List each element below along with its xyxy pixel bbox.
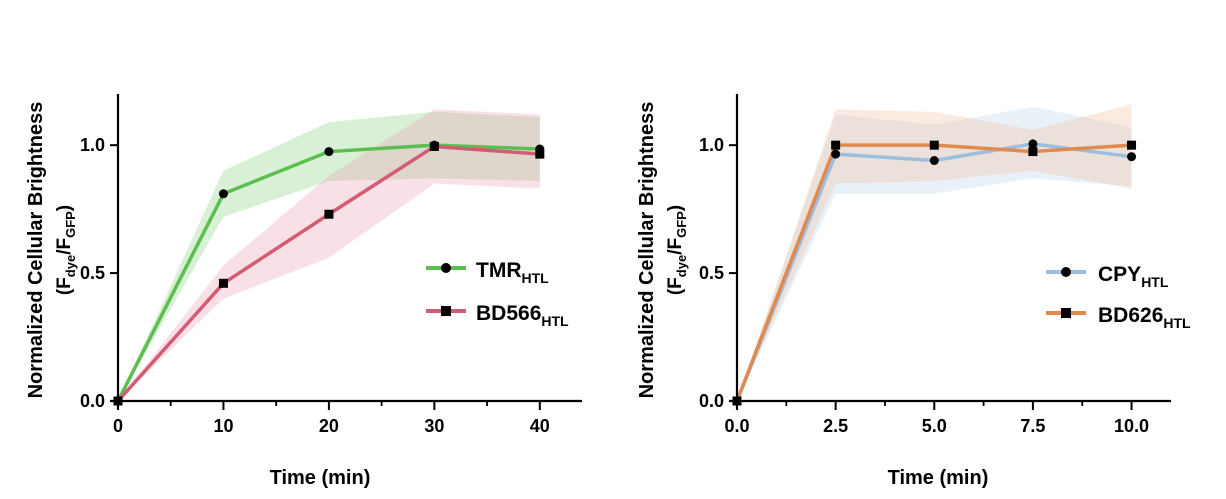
legend: TMRHTL BD566HTL [426, 259, 569, 329]
y-tick-label: 0.5 [80, 263, 105, 283]
data-point-series-1 [1127, 152, 1137, 162]
data-point-series-2 [429, 141, 439, 151]
legend-label: TMRHTL [476, 259, 549, 286]
data-point-series-2 [324, 209, 334, 219]
ratio-num-sub: dye [674, 255, 689, 277]
data-point-series-1 [1028, 139, 1038, 149]
confidence-band-series-1 [737, 106, 1132, 402]
x-tick-label: 20 [319, 416, 339, 436]
confidence-band-series-2 [118, 109, 540, 401]
chart-panel-left: 0.0 0.5 1.0 0 10 20 30 40 Time (min) Normalized… [25, 94, 582, 489]
legend-label-name: BD566 [476, 302, 541, 325]
legend-item-series-2: BD626HTL [1046, 304, 1191, 331]
x-tick-label: 7.5 [1020, 416, 1045, 436]
y-tick-label: 1.0 [80, 135, 105, 155]
ratio-slash: / [665, 249, 686, 255]
series-markers [113, 140, 545, 406]
x-axis-label: Time (min) [888, 467, 989, 489]
legend-label-sub: HTL [541, 313, 569, 329]
y-tick-label: 0.0 [80, 391, 105, 411]
data-point-series-2 [929, 140, 939, 150]
x-axis-label: Time (min) [270, 467, 371, 489]
x-tick-label: 30 [424, 416, 444, 436]
confidence-bands [118, 109, 540, 402]
legend-label-sub: HTL [1141, 274, 1169, 290]
legend-label: CPYHTL [1098, 263, 1169, 290]
legend-label-name: CPY [1098, 263, 1141, 286]
data-point-series-2 [218, 278, 228, 288]
x-tick-label: 40 [530, 416, 550, 436]
legend-item-series-2: BD566HTL [426, 302, 569, 329]
x-tick-label: 5.0 [922, 416, 947, 436]
legend-marker-square [441, 306, 451, 316]
data-point-series-1 [324, 147, 334, 157]
legend-marker-square [1061, 308, 1071, 318]
data-point-series-1 [218, 189, 228, 199]
chart-panel-right: 0.0 0.5 1.0 0.0 2.5 5.0 7.5 10.0 Time (min) Nor… [636, 94, 1191, 489]
y-tick-label: 0.0 [699, 391, 724, 411]
legend-marker-circle [441, 263, 451, 273]
y-axis-sublabel: (Fdye/FGFP) [665, 205, 689, 295]
legend-label: BD626HTL [1098, 304, 1191, 331]
ratio-slash: / [54, 249, 75, 255]
data-point-series-2 [1028, 147, 1038, 157]
x-tick-label: 2.5 [823, 416, 848, 436]
data-point-series-2 [535, 149, 545, 159]
axes: 0.0 0.5 1.0 0.0 2.5 5.0 7.5 10.0 [699, 94, 1171, 436]
ratio-num: F [665, 277, 686, 289]
ratio-den-sub: GFP [674, 211, 689, 238]
data-point-series-2 [831, 140, 841, 150]
y-tick-label: 1.0 [699, 135, 724, 155]
legend-item-series-1: CPYHTL [1046, 263, 1169, 290]
ratio-num-sub: dye [63, 255, 78, 277]
data-point-series-1 [831, 149, 841, 159]
legend: CPYHTL BD626HTL [1046, 263, 1191, 331]
confidence-band-series-1 [118, 111, 540, 402]
legend-label-sub: HTL [522, 270, 550, 286]
ratio-den: F [54, 238, 75, 250]
ratio-den-sub: GFP [63, 211, 78, 238]
x-tick-label: 0 [113, 416, 123, 436]
ratio-den: F [665, 238, 686, 250]
confidence-band-series-2 [737, 104, 1132, 401]
legend-label-sub: HTL [1163, 315, 1191, 331]
y-axis-sublabel: (Fdye/FGFP) [54, 205, 78, 295]
confidence-bands [737, 104, 1132, 402]
ratio-num: F [54, 277, 75, 289]
legend-label-name: BD626 [1098, 304, 1163, 327]
axes: 0.0 0.5 1.0 0 10 20 30 40 [80, 94, 582, 436]
legend-label-name: TMR [476, 259, 522, 282]
legend-marker-circle [1061, 267, 1071, 277]
x-tick-label: 10.0 [1114, 416, 1149, 436]
legend-label: BD566HTL [476, 302, 569, 329]
data-point-series-2 [1127, 140, 1137, 150]
x-tick-label: 10 [213, 416, 233, 436]
x-tick-label: 0.0 [724, 416, 749, 436]
y-tick-label: 0.5 [699, 263, 724, 283]
y-axis-label: Normalized Cellular Brightness [25, 102, 47, 399]
data-point-series-1 [929, 156, 939, 166]
y-axis-label: Normalized Cellular Brightness [636, 102, 658, 399]
legend-item-series-1: TMRHTL [426, 259, 549, 286]
